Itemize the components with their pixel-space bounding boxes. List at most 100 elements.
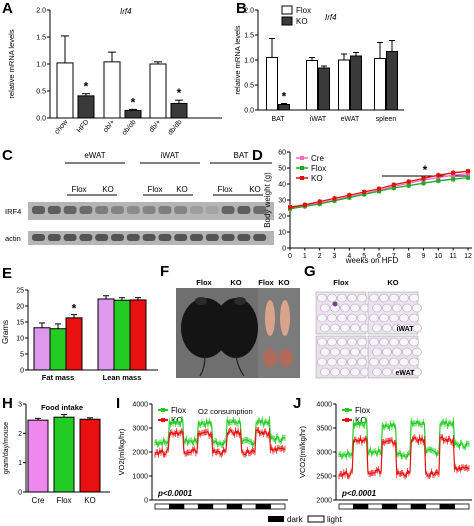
blot-band xyxy=(126,206,140,214)
data-point xyxy=(451,177,456,182)
blot-band xyxy=(190,234,203,241)
blot-band xyxy=(237,234,251,241)
y-axis-label: VO2(ml/kg/hr) xyxy=(117,428,126,475)
chart-title: Irf4 xyxy=(120,7,132,16)
photo-label: Flox xyxy=(258,278,274,287)
panel-j: 20002500300035004000VCO2(ml/kg/hr)FloxKO… xyxy=(298,402,472,510)
blot-band xyxy=(47,234,61,241)
blot-band xyxy=(32,234,45,241)
y-tick-label: 10 xyxy=(278,230,286,237)
y-tick-label: 0.0 xyxy=(244,108,254,115)
legend-label: KO xyxy=(296,17,308,26)
adipocyte xyxy=(369,337,379,347)
y-tick-label: 3500 xyxy=(316,426,332,433)
blot-band xyxy=(190,206,203,214)
y-tick-label: 15 xyxy=(16,320,24,327)
series-line xyxy=(338,418,470,459)
series-line xyxy=(154,416,286,447)
data-point xyxy=(406,183,411,188)
photo-label: KO xyxy=(230,278,241,287)
y-tick-label: 2.0 xyxy=(36,8,46,15)
y-tick-label: 30 xyxy=(278,198,286,205)
bar xyxy=(124,109,142,119)
bar xyxy=(53,416,75,493)
adipocyte xyxy=(402,323,412,333)
data-point xyxy=(466,175,470,180)
significance-star: * xyxy=(84,80,89,94)
blot-band xyxy=(63,234,77,241)
bar xyxy=(306,60,318,111)
mouse-ear xyxy=(234,297,246,305)
bar xyxy=(129,299,147,371)
light-period xyxy=(241,503,257,510)
data-point xyxy=(451,170,456,175)
y-tick-label: 1 xyxy=(18,460,22,467)
blot-band xyxy=(158,206,172,214)
fat-pad xyxy=(265,300,275,336)
y-tick-label: 0 xyxy=(282,246,286,253)
lane-label: Flox xyxy=(217,185,232,194)
bar xyxy=(79,418,101,493)
y-tick-label: 50 xyxy=(278,166,286,173)
adipocyte xyxy=(379,313,389,323)
bar xyxy=(103,61,121,119)
legend-label: Flox xyxy=(171,406,186,415)
adipocyte xyxy=(399,293,409,303)
adipocyte xyxy=(392,323,402,333)
y-axis-label: relative mRNA levels xyxy=(7,29,16,98)
p-value: p<0.0001 xyxy=(157,489,193,498)
bar xyxy=(49,328,67,371)
adipocyte xyxy=(392,367,402,377)
adipocyte xyxy=(379,357,389,367)
adipocyte xyxy=(347,337,357,347)
panel-label: H xyxy=(2,395,13,412)
adipocyte xyxy=(372,323,382,333)
series-line xyxy=(338,435,470,478)
adipocyte xyxy=(317,293,327,303)
adipocyte xyxy=(369,313,379,323)
dark-swatch xyxy=(268,516,284,522)
adipocyte xyxy=(320,347,330,357)
photo-label: eWAT xyxy=(396,370,416,377)
legend-marker xyxy=(345,418,349,422)
blot-band xyxy=(205,206,219,214)
photo-label: Flox xyxy=(333,278,349,287)
bar xyxy=(338,59,350,111)
adipocyte xyxy=(379,293,389,303)
blot-band xyxy=(111,206,124,214)
panel-h: 0 1 2 3 gram/day/mouse Food intake Cre Flox KO xyxy=(3,402,110,505)
adipocyte xyxy=(357,357,367,367)
dark-period xyxy=(353,503,369,510)
x-tick-label: 10 xyxy=(434,253,442,260)
mouse-ear xyxy=(195,297,207,305)
y-tick-label: 4000 xyxy=(132,402,148,409)
bar xyxy=(65,317,83,371)
y-axis-label: Body weight (g) xyxy=(263,172,272,228)
y-tick-label: 2 xyxy=(18,431,22,438)
data-point xyxy=(436,178,441,183)
series-line xyxy=(154,428,286,457)
adipocyte xyxy=(409,337,419,347)
y-tick-label: 2000 xyxy=(132,450,148,457)
data-point xyxy=(391,182,396,187)
adipocyte xyxy=(392,347,402,357)
photo-label: KO xyxy=(387,278,398,287)
data-point xyxy=(421,181,426,186)
chart-title: Irf4 xyxy=(325,13,337,22)
light-period xyxy=(425,503,441,510)
light-dark-legend: dark light xyxy=(268,515,342,524)
legend-label: Flox xyxy=(311,164,326,173)
adipocyte xyxy=(340,367,350,377)
data-point xyxy=(436,173,441,178)
adipocyte xyxy=(372,303,382,313)
photo-label: KO xyxy=(278,278,289,287)
light-period xyxy=(454,503,470,510)
x-tick-label: eWAT xyxy=(341,116,360,123)
panel-label: B xyxy=(236,0,247,17)
y-tick-label: 20 xyxy=(16,304,24,311)
panel-label: E xyxy=(2,265,12,282)
adipocyte xyxy=(337,293,347,303)
adipocyte xyxy=(317,313,327,323)
dark-period xyxy=(197,503,214,510)
adipocyte xyxy=(369,357,379,367)
